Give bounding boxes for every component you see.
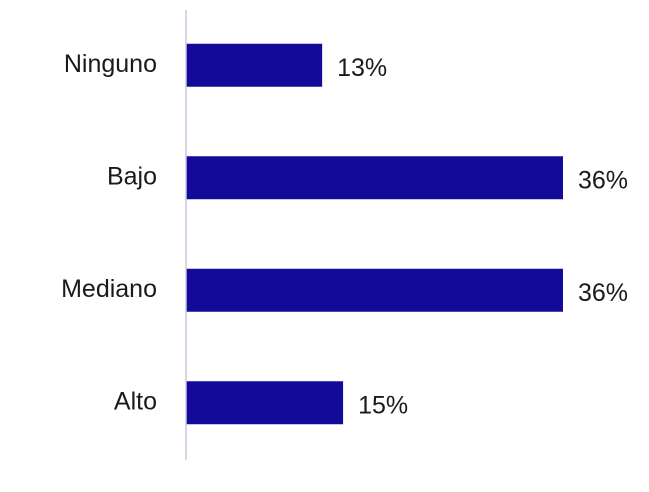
value-label: 36%	[578, 279, 628, 307]
y-tick-label: Mediano	[61, 275, 157, 303]
y-tick-label: Alto	[114, 387, 157, 415]
value-label: 15%	[358, 391, 408, 419]
y-tick-label: Bajo	[107, 162, 157, 190]
bar	[186, 156, 563, 200]
bar	[186, 43, 323, 87]
value-label: 36%	[578, 166, 628, 194]
value-label: 13%	[337, 54, 387, 82]
bar	[186, 268, 563, 312]
bar	[186, 381, 344, 425]
y-tick-label: Ninguno	[64, 50, 157, 78]
